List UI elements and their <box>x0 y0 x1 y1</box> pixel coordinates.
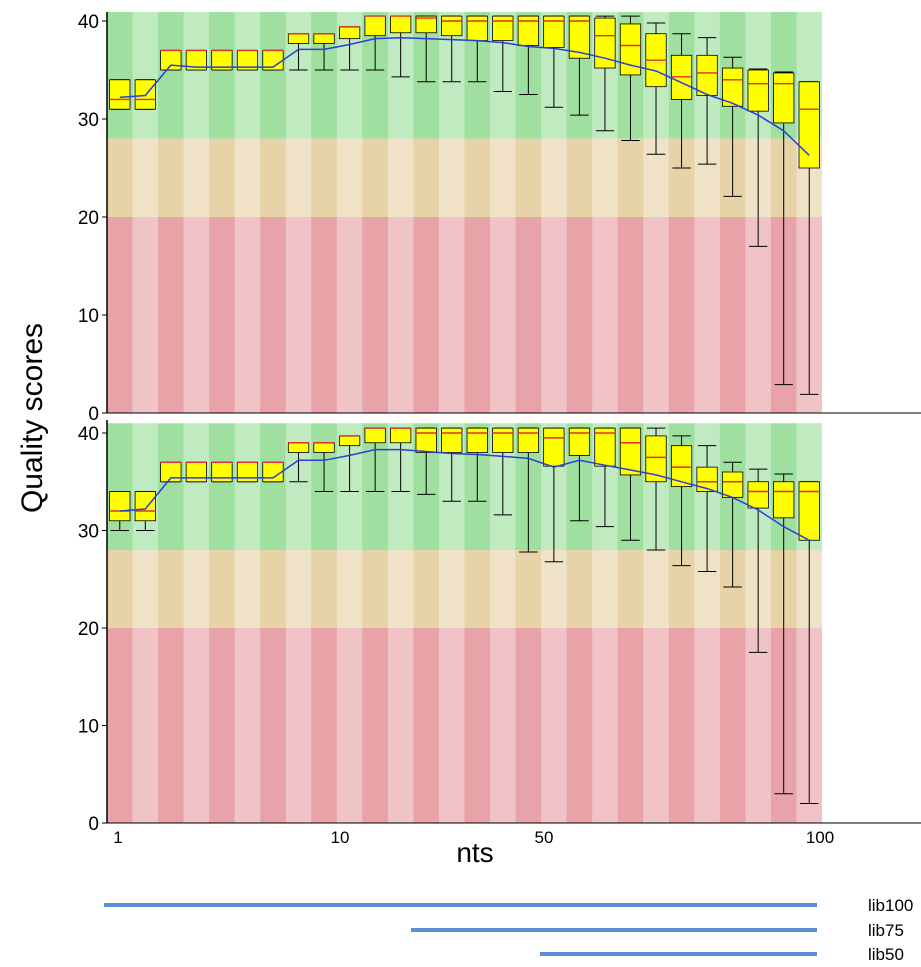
box <box>619 23 642 76</box>
box <box>696 466 718 492</box>
y-tick-label: 10 <box>78 306 99 327</box>
box <box>722 67 744 107</box>
library-label: lib50 <box>868 945 904 964</box>
column-stripe <box>234 420 261 823</box>
column-stripe <box>387 12 414 413</box>
box <box>441 427 463 453</box>
y-axis-title: Quality scores <box>16 323 49 513</box>
box <box>134 491 156 522</box>
y-tick-label: 40 <box>78 12 99 33</box>
box <box>211 461 233 483</box>
box <box>415 427 437 453</box>
box <box>415 15 437 34</box>
box <box>466 427 488 453</box>
box <box>798 81 820 169</box>
box <box>287 442 310 453</box>
y-tick-label: 40 <box>78 424 99 445</box>
column-stripe <box>234 12 261 413</box>
box <box>722 471 744 498</box>
box <box>313 33 335 44</box>
box <box>441 15 463 37</box>
box <box>568 427 591 456</box>
library-label: lib100 <box>868 896 913 915</box>
box <box>747 481 769 509</box>
y-tick-label: 0 <box>88 814 99 835</box>
box <box>645 435 667 483</box>
box <box>798 481 820 541</box>
box <box>262 461 284 483</box>
column-stripe <box>132 420 159 823</box>
zone-band <box>107 628 822 823</box>
box <box>543 427 565 467</box>
mean-line <box>119 36 810 156</box>
y-tick-label: 20 <box>78 619 99 640</box>
x-tick-labels: 1 10 50 100 <box>113 828 834 847</box>
box <box>619 427 642 476</box>
zone-band <box>107 217 822 413</box>
box <box>747 69 769 112</box>
column-stripe <box>132 12 159 413</box>
box <box>313 442 335 453</box>
box <box>594 17 616 69</box>
box <box>287 33 310 44</box>
box <box>390 427 412 444</box>
y-tick-label: 30 <box>78 522 99 543</box>
box <box>492 427 514 453</box>
box <box>338 435 361 447</box>
box <box>236 461 259 483</box>
box <box>364 427 386 444</box>
y-tick-label: 30 <box>78 110 99 131</box>
box <box>696 54 718 96</box>
box <box>466 15 488 42</box>
zone-band <box>107 138 822 217</box>
box <box>109 491 131 522</box>
box <box>517 15 539 46</box>
x-axis-title: nts <box>456 837 493 868</box>
box <box>185 461 207 483</box>
box <box>338 26 361 40</box>
library-label: lib75 <box>868 921 904 940</box>
box <box>517 427 539 453</box>
box <box>594 427 616 467</box>
y-tick-label: 20 <box>78 208 99 229</box>
x-tick-label: 10 <box>331 828 350 847</box>
box <box>364 15 386 37</box>
box <box>160 50 182 71</box>
column-stripe <box>285 420 312 823</box>
box <box>543 15 565 48</box>
mean-line <box>119 448 810 541</box>
y-tick-label: 10 <box>78 717 99 738</box>
box <box>670 445 693 488</box>
column-stripe <box>183 420 210 823</box>
y-tick-label: 0 <box>88 404 99 425</box>
zone-band <box>107 550 822 628</box>
column-stripe <box>183 12 210 413</box>
column-stripe <box>285 12 312 413</box>
top-panel: 0 10 20 30 40 <box>78 12 921 425</box>
box <box>109 79 131 110</box>
box <box>492 15 514 42</box>
box <box>773 481 795 519</box>
library-coverage-lines: lib100 lib75 lib50 <box>104 896 913 964</box>
box <box>568 15 591 59</box>
x-tick-label: 50 <box>535 828 554 847</box>
box <box>773 72 795 124</box>
box <box>390 15 412 34</box>
bottom-panel: 0 10 20 30 40 <box>78 420 921 835</box>
x-tick-label: 100 <box>806 828 834 847</box>
column-stripe <box>336 12 363 413</box>
x-tick-label: 1 <box>113 828 122 847</box>
